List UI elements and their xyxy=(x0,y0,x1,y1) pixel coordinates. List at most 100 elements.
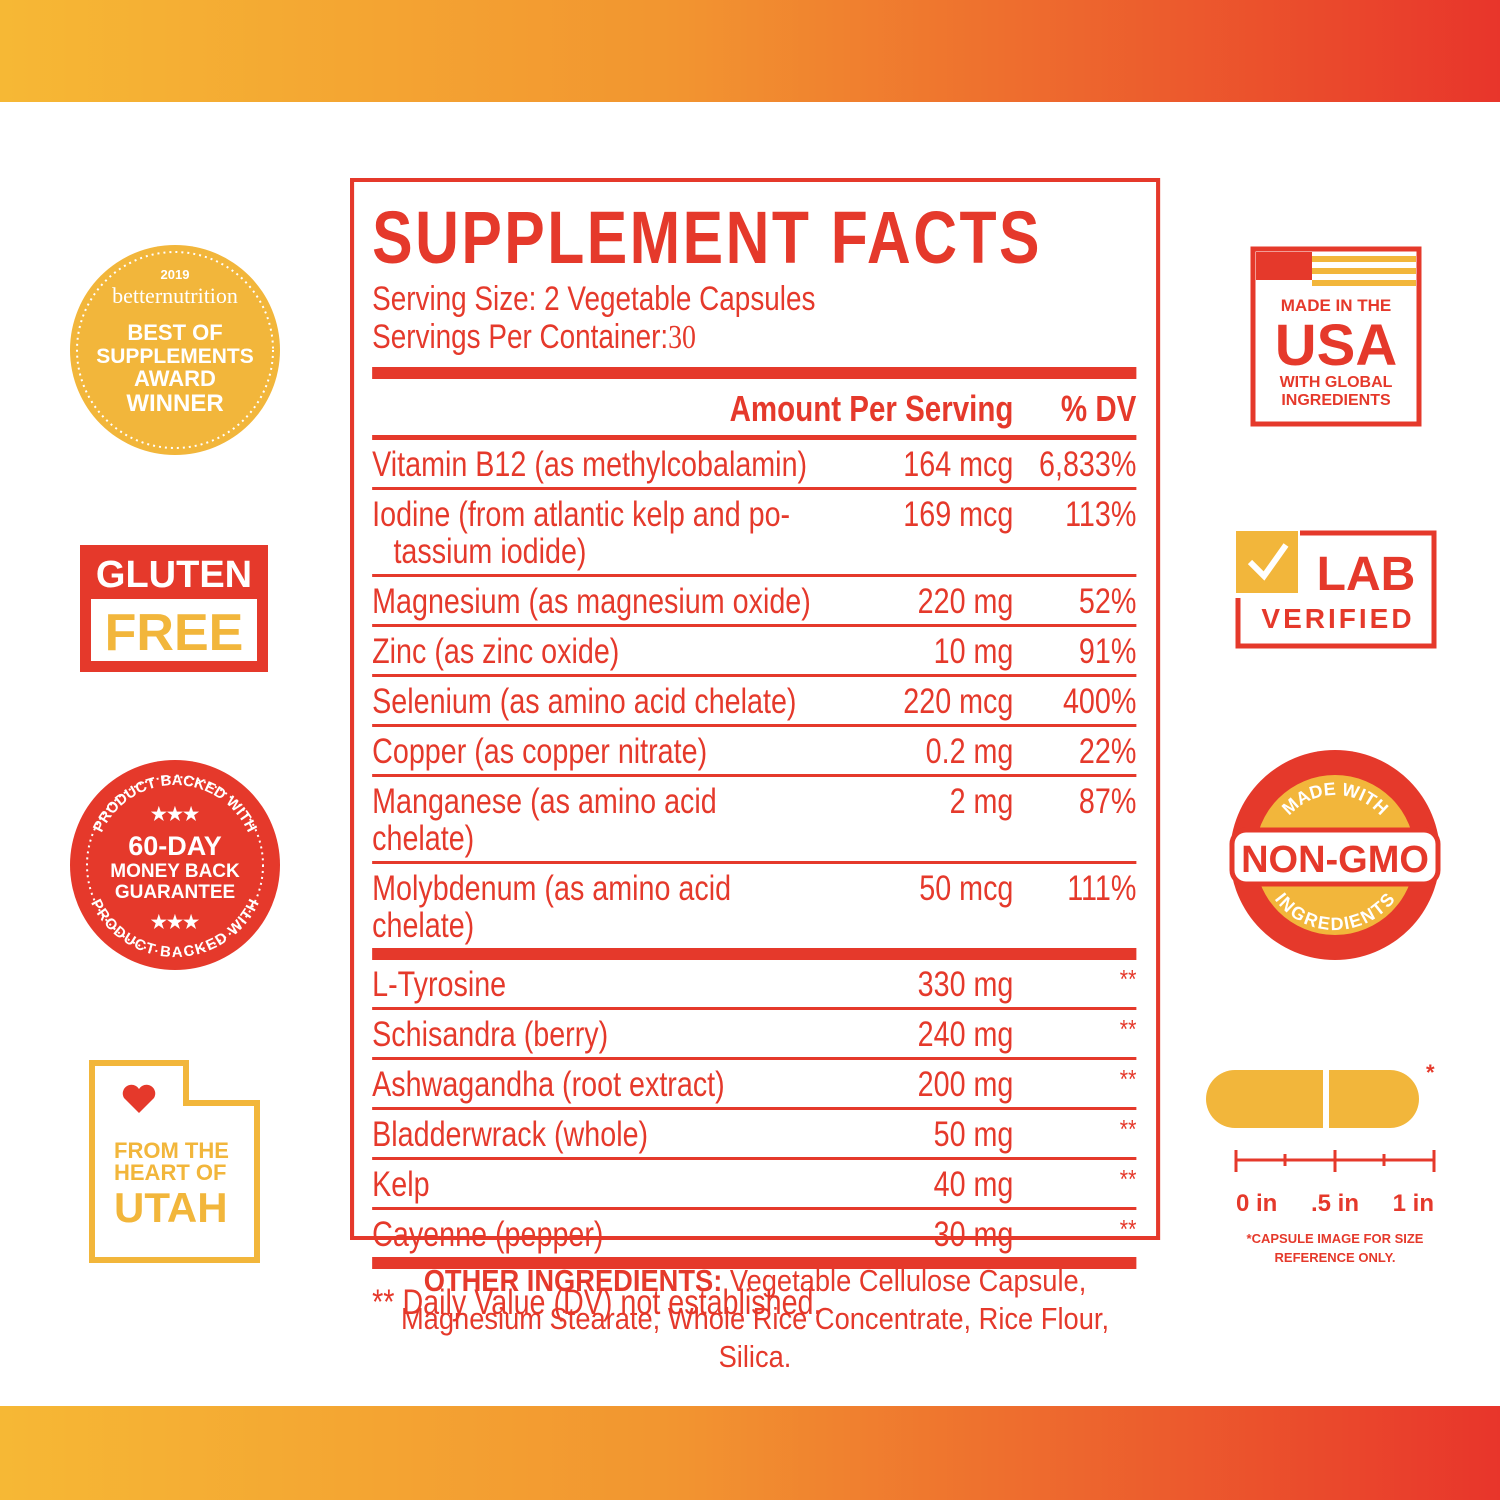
divider-thick xyxy=(372,1257,1137,1269)
facts-row: Manganese (as amino acid chelate) 2 mg 87% xyxy=(372,777,1137,864)
ingredient-name: Kelp xyxy=(372,1166,825,1203)
guarantee-ring xyxy=(86,776,264,954)
daily-value: ** xyxy=(1119,1114,1137,1144)
facts-title: SUPPLEMENT FACTS xyxy=(372,196,1042,279)
facts-row: Cayenne (pepper) 30 mg ** xyxy=(372,1210,1136,1257)
daily-value: 111% xyxy=(1067,869,1137,908)
name-line: tassium iodide) xyxy=(393,532,587,571)
amount: 40 mg xyxy=(933,1165,1014,1204)
ingredient-name: Schisandra (berry) xyxy=(372,1016,825,1053)
facts-row: Selenium (as amino acid chelate) 220 mcg 4… xyxy=(372,677,1137,727)
name-line: Molybdenum (as amino acid chelate) xyxy=(372,869,732,945)
name-line: Copper (as copper nitrate) xyxy=(372,732,708,771)
daily-value: 6,833% xyxy=(1039,445,1137,484)
guarantee-stars: ★★★ xyxy=(151,804,200,824)
flag-stripe xyxy=(1312,256,1416,262)
facts-row: Copper (as copper nitrate) 0.2 mg 22% xyxy=(372,727,1137,777)
facts-row: L-Tyrosine 330 mg ** xyxy=(372,960,1137,1010)
gluten-inner xyxy=(91,599,257,661)
facts-row: Zinc (as zinc oxide) 10 mg 91% xyxy=(372,627,1137,677)
supplement-facts-label: SUPPLEMENT FACTS Serving Size: 2 Vegetab… xyxy=(350,178,1161,1322)
usa-country: USA xyxy=(1275,313,1397,378)
name-line: L-Tyrosine xyxy=(372,965,507,1004)
facts-row: Schisandra (berry) 240 mg ** xyxy=(372,1010,1137,1060)
flag-stripe xyxy=(1312,268,1416,274)
dv-header: % DV xyxy=(1060,388,1137,429)
daily-value: 113% xyxy=(1065,495,1137,534)
ingredient-name: Zinc (as zinc oxide) xyxy=(372,633,825,670)
guarantee-days: 60-DAY xyxy=(128,831,222,861)
name-line: Zinc (as zinc oxide) xyxy=(372,632,620,671)
ingredient-rows: L-Tyrosine 330 mg ** Schisandra (berry) 240 … xyxy=(372,960,1137,1257)
name-line: Kelp xyxy=(372,1165,430,1204)
top-banner xyxy=(0,0,1500,102)
amount: 50 mcg xyxy=(919,869,1014,908)
award-circle xyxy=(70,245,280,455)
daily-value: 52% xyxy=(1078,582,1137,621)
divider-thick xyxy=(372,367,1137,379)
scale-label: .5 in xyxy=(1311,1190,1359,1217)
name-line: Schisandra (berry) xyxy=(372,1015,609,1054)
daily-value: 22% xyxy=(1078,732,1137,771)
column-header: Amount Per Serving % DV xyxy=(372,379,1137,440)
name-line: Selenium (as amino acid chelate) xyxy=(372,682,797,721)
amount: 220 mcg xyxy=(903,682,1014,721)
utah-state: UTAH xyxy=(114,1184,228,1231)
ingredient-name: Copper (as copper nitrate) xyxy=(372,733,825,770)
facts-row: Vitamin B12 (as methylcobalamin) 164 mcg 6… xyxy=(372,440,1137,490)
capsule-note: *CAPSULE IMAGE FOR SIZE xyxy=(1247,1231,1424,1246)
servings-value: 30 xyxy=(668,319,697,356)
ingredient-name: Ashwagandha (root extract) xyxy=(372,1066,825,1103)
guarantee-line: GUARANTEE xyxy=(115,882,235,903)
guarantee-stars: ★★★ xyxy=(151,912,200,932)
award-badge: 2019 betternutrition BEST OF SUPPLEMENTS… xyxy=(70,245,280,455)
utah-outline xyxy=(89,1060,260,1263)
guarantee-badge: PRODUCT BACKED WITH PRODUCT BACKED WITH … xyxy=(70,760,280,970)
lab-text: LAB xyxy=(1317,548,1416,601)
facts-row: Kelp 40 mg ** xyxy=(372,1160,1137,1210)
flag-stripe xyxy=(1312,280,1416,286)
amount: 0.2 mg xyxy=(925,732,1014,771)
free-text: FREE xyxy=(105,604,244,662)
utah-line: HEART OF xyxy=(114,1160,226,1185)
guarantee-line: MONEY BACK xyxy=(110,861,240,882)
name-line: Magnesium (as magnesium oxide) xyxy=(372,582,811,621)
capsule-note: REFERENCE ONLY. xyxy=(1275,1250,1396,1265)
name-line: Manganese (as amino acid chelate) xyxy=(372,782,717,858)
amount: 50 mg xyxy=(933,1115,1014,1154)
facts-row: Molybdenum (as amino acid chelate) 50 mcg… xyxy=(372,864,1136,948)
ingredient-name: Selenium (as amino acid chelate) xyxy=(372,683,825,720)
verified-text: VERIFIED xyxy=(1261,603,1414,634)
capsule-half xyxy=(1329,1070,1419,1128)
amount: 30 mg xyxy=(933,1215,1014,1254)
divider-thick xyxy=(372,948,1137,960)
award-ring xyxy=(76,251,274,449)
ingredient-name: Bladderwrack (whole) xyxy=(372,1116,825,1153)
servings-per-container: Servings Per Container:30 xyxy=(372,318,1136,357)
servings-label: Servings Per Container: xyxy=(372,318,669,356)
daily-value: 91% xyxy=(1078,632,1137,671)
facts-row: Ashwagandha (root extract) 200 mg ** xyxy=(372,1060,1137,1110)
gluten-text: GLUTEN xyxy=(96,554,252,596)
amount: 10 mg xyxy=(933,632,1014,671)
daily-value: 87% xyxy=(1078,782,1137,821)
scale-label: 0 in xyxy=(1236,1190,1277,1217)
lab-badge: LAB VERIFIED xyxy=(1235,530,1437,649)
award-line: AWARD xyxy=(134,366,216,391)
facts-row: Iodine (from atlantic kelp and po-tassiu… xyxy=(372,490,1137,577)
usa-line: INGREDIENTS xyxy=(1281,392,1391,409)
serving-size: Serving Size: 2 Vegetable Capsules xyxy=(372,280,816,318)
footnote: ** Daily Value (DV) not established. xyxy=(372,1283,822,1322)
amount: 169 mcg xyxy=(903,495,1014,534)
lab-frame xyxy=(1235,530,1437,649)
non-gmo-badge: MADE WITH INGREDIENTS NON-GMO xyxy=(1229,750,1441,960)
gmo-main: NON-GMO xyxy=(1241,839,1429,881)
amount: 2 mg xyxy=(949,782,1014,821)
ingredient-name: Cayenne (pepper) xyxy=(372,1216,825,1253)
utah-badge: FROM THE HEART OF UTAH xyxy=(89,1060,260,1263)
daily-value: ** xyxy=(1119,1164,1137,1194)
lab-check xyxy=(1247,543,1289,581)
capsule-asterisk: * xyxy=(1426,1060,1435,1085)
daily-value: ** xyxy=(1119,1214,1137,1244)
